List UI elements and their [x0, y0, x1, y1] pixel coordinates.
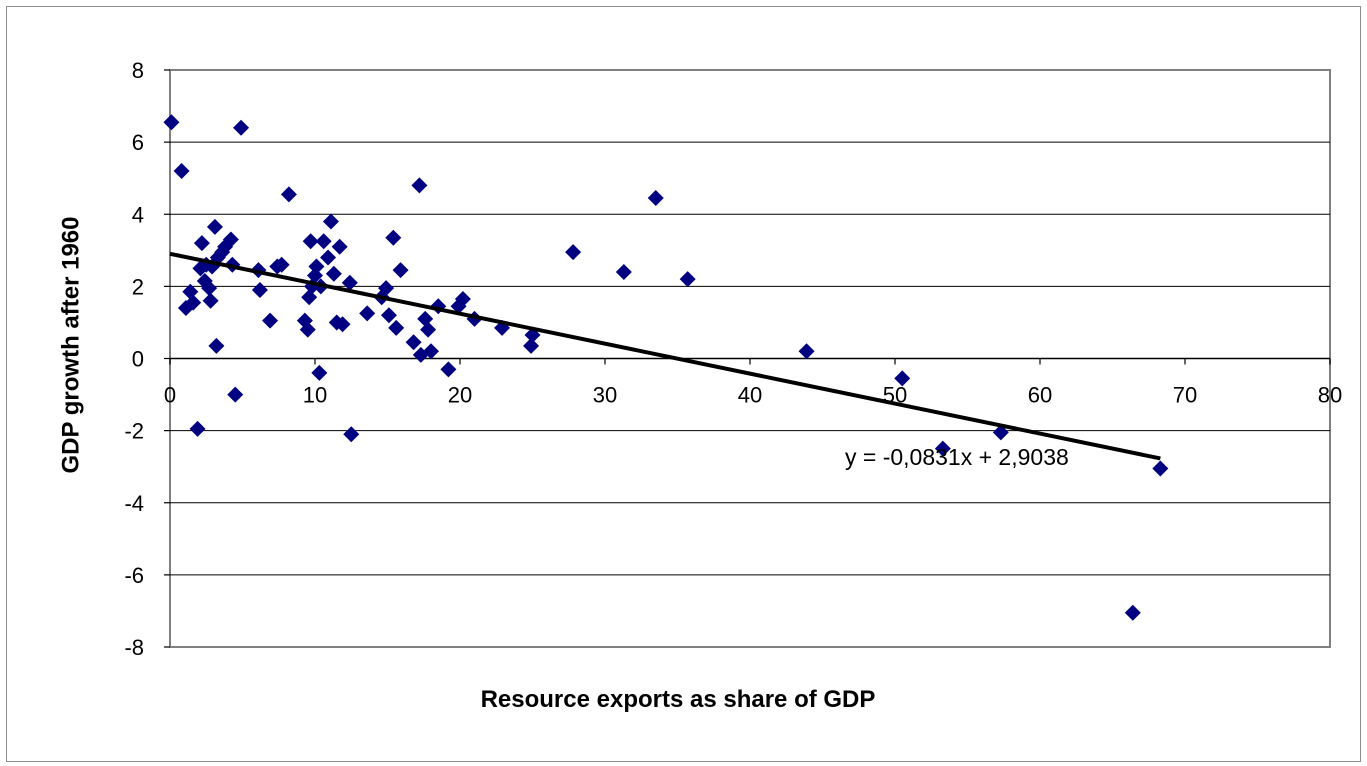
data-point: [392, 262, 409, 279]
data-point: [202, 292, 219, 309]
x-axis-title: Resource exports as share of GDP: [481, 686, 876, 713]
x-tick-label: 20: [448, 383, 472, 408]
x-tick-label: 40: [738, 383, 762, 408]
y-tick-label: 4: [132, 202, 144, 227]
data-point: [299, 321, 316, 338]
data-point: [411, 177, 428, 194]
data-point: [322, 213, 339, 230]
data-point: [201, 280, 218, 297]
x-tick-label: 30: [593, 383, 617, 408]
x-tick-label: 0: [164, 383, 176, 408]
y-tick-label: -8: [124, 635, 144, 660]
data-point: [385, 229, 402, 246]
data-point: [341, 274, 358, 291]
data-point: [173, 162, 190, 179]
y-tick-label: 8: [132, 58, 144, 83]
data-point: [1124, 604, 1141, 621]
data-point: [163, 114, 180, 131]
data-point: [193, 235, 210, 252]
data-point: [208, 337, 225, 354]
y-tick-label: 2: [132, 274, 144, 299]
data-point: [679, 271, 696, 288]
trendline: [169, 251, 1161, 461]
data-point: [334, 316, 351, 333]
data-point: [1152, 460, 1169, 477]
data-point: [454, 290, 471, 307]
data-point: [894, 370, 911, 387]
y-tick-label: -4: [124, 491, 144, 516]
data-point: [359, 305, 376, 322]
data-point: [311, 364, 328, 381]
data-point: [308, 258, 325, 275]
data-point: [273, 256, 290, 273]
data-point: [565, 244, 582, 261]
data-point: [233, 119, 250, 136]
y-tick-label: 0: [132, 347, 144, 372]
x-tick-label: 10: [303, 383, 327, 408]
data-point: [222, 231, 239, 248]
data-point: [440, 361, 457, 378]
data-point: [378, 280, 395, 297]
gridlines: [170, 141, 1330, 576]
y-axis-ticks: 8 6 4 2 0 -2 -4 -6 -8: [124, 58, 170, 660]
data-point: [331, 238, 348, 255]
y-tick-label: -6: [124, 563, 144, 588]
data-point: [320, 249, 337, 266]
data-point: [420, 321, 437, 338]
data-point: [388, 319, 405, 336]
data-point: [325, 265, 342, 282]
x-tick-label: 80: [1318, 383, 1342, 408]
data-point: [615, 263, 632, 280]
data-point: [251, 281, 268, 298]
x-axis-ticks: 0 10 20 30 40 50 60 70 80: [164, 358, 1342, 408]
x-tick-label: 70: [1173, 383, 1197, 408]
data-point: [185, 294, 202, 311]
data-point: [189, 420, 206, 437]
y-axis-title: GDP growth after 1960: [57, 217, 84, 474]
data-point: [647, 190, 664, 207]
data-point: [227, 386, 244, 403]
data-point: [262, 312, 279, 329]
trendline-equation: y = -0,0831x + 2,9038: [845, 444, 1069, 470]
x-tick-label: 60: [1028, 383, 1052, 408]
data-point: [206, 218, 223, 235]
data-point: [523, 337, 540, 354]
data-point: [315, 233, 332, 250]
data-point: [343, 426, 360, 443]
data-point: [423, 343, 439, 360]
data-point: [302, 233, 319, 250]
data-point: [280, 186, 297, 203]
data-point: [934, 440, 951, 457]
data-point: [405, 334, 422, 351]
data-point: [380, 307, 397, 324]
data-point: [992, 424, 1009, 441]
y-tick-label: 6: [132, 130, 144, 155]
data-point: [798, 343, 815, 360]
y-tick-label: -2: [124, 419, 144, 444]
